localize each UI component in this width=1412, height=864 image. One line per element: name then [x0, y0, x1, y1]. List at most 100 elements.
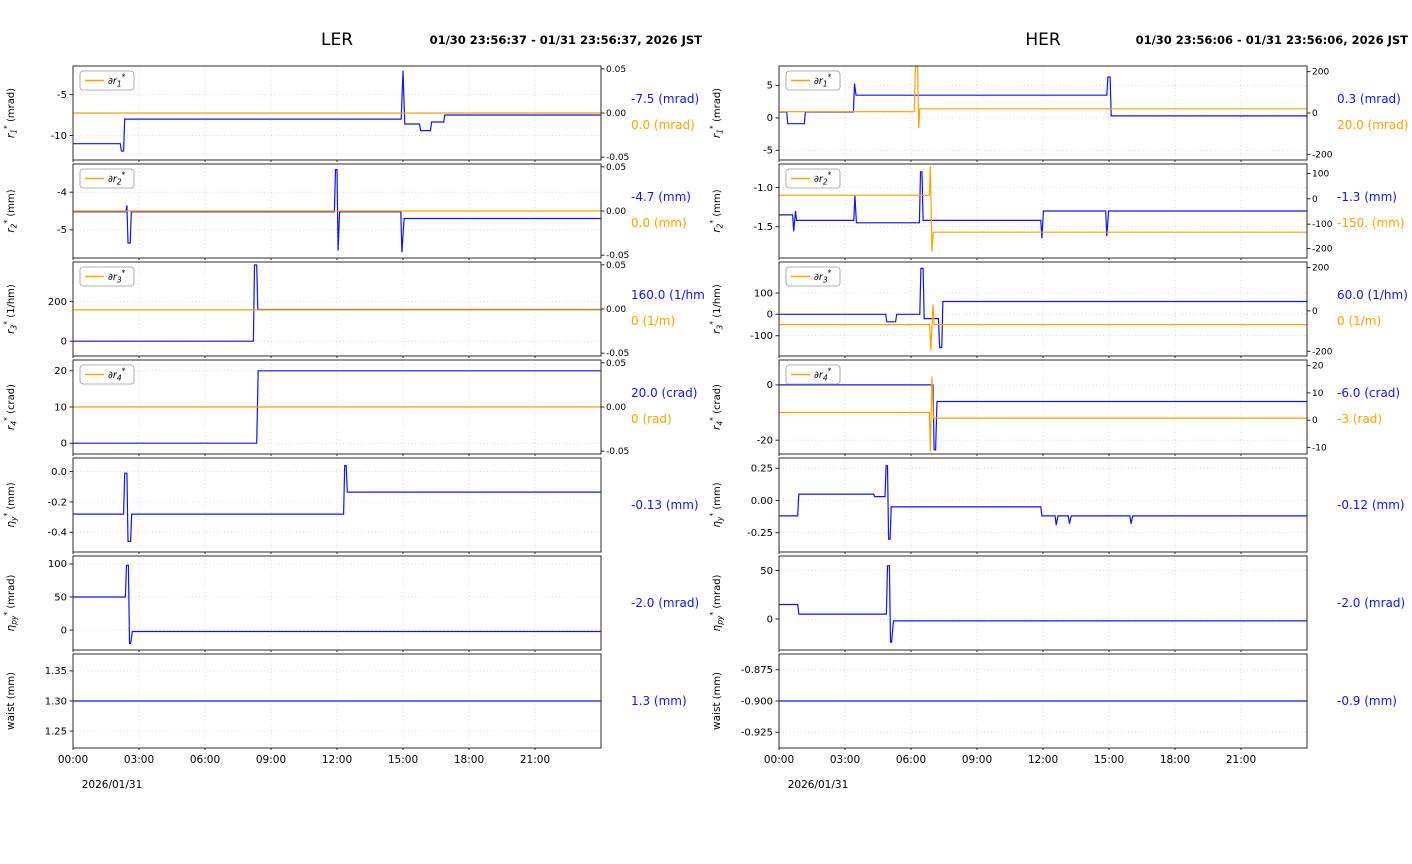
right-tick-label: 0.00 [606, 207, 626, 217]
y-tick-label: 100 [754, 288, 773, 299]
date-label: 2026/01/31 [82, 779, 143, 791]
x-tick-label: 12:00 [322, 754, 352, 766]
readout-value: 0 (rad) [631, 412, 672, 426]
y-axis-label: r2* (mm) [3, 189, 19, 232]
readout-value: 20.0 (mrad) [1337, 118, 1409, 132]
y-tick-label: 20 [54, 366, 67, 377]
x-tick-label: 03:00 [124, 754, 154, 766]
y-axis-label: r3* (1/hm) [709, 284, 725, 334]
legend-label: ∂r2* [108, 171, 126, 187]
x-tick-label: 12:00 [1028, 754, 1058, 766]
y-tick-label: -1.5 [753, 222, 773, 233]
readout-value: -1.3 (mm) [1337, 190, 1397, 204]
plots-container-ler: -5 -10 0.05 0.00 -0.05 r1* (mrad) ∂r1* -7.5 (mr… [0, 64, 707, 802]
right-tick-label: 0.05 [606, 163, 626, 173]
series-blue [779, 565, 1307, 643]
y-tick-label: -20 [757, 436, 773, 447]
panel-her: HER 01/30 23:56:06 - 01/31 23:56:06, 202… [706, 0, 1412, 864]
readout-value: 0 (1/m) [631, 314, 675, 328]
y-tick-label: -10 [51, 131, 67, 142]
readout-value: -4.7 (mm) [631, 190, 691, 204]
right-tick-label: 10 [1312, 389, 1324, 399]
y-tick-label: -4 [57, 188, 67, 199]
x-tick-label: 18:00 [454, 754, 484, 766]
date-label: 2026/01/31 [788, 779, 849, 791]
panel-timestamp: 01/30 23:56:06 - 01/31 23:56:06, 2026 JS… [1135, 33, 1408, 47]
x-tick-label: 09:00 [962, 754, 992, 766]
x-tick-label: 06:00 [896, 754, 926, 766]
y-axis-label: ηpy* (mrad) [709, 574, 725, 631]
y-axis-label: ηy* (mm) [3, 482, 19, 527]
y-tick-label: 50 [54, 592, 67, 603]
right-tick-label: -200 [1312, 245, 1333, 255]
legend-label: ∂r1* [814, 73, 832, 89]
x-tick-label: 21:00 [1226, 754, 1256, 766]
legend-label: ∂r4* [108, 367, 126, 383]
plot-her-5: 0.25 0.00 -0.25 ηy* (mm) -0.12 (mm) [709, 457, 1405, 554]
legend: ∂r2* [79, 168, 135, 189]
plots-container-her: 5 0 -5 200 0 -200 r1* (mrad) ∂r1* 0.3 (mrad) 20.0… [706, 64, 1412, 802]
panel-header: LER 01/30 23:56:37 - 01/31 23:56:37, 202… [0, 0, 706, 64]
y-tick-label: 0 [61, 625, 67, 636]
series-blue [73, 70, 601, 152]
right-tick-label: 0.00 [606, 109, 626, 119]
y-axis-label: r4* (crad) [709, 384, 725, 430]
right-tick-label: 200 [1312, 264, 1329, 274]
readout-value: 160.0 (1/hm) [631, 288, 706, 302]
y-tick-label: -5 [57, 225, 67, 236]
readout-value: -0.13 (mm) [631, 498, 699, 512]
y-tick-label: 1.35 [45, 666, 67, 677]
readout-value: 0 (1/m) [1337, 314, 1381, 328]
y-tick-label: 0 [61, 439, 67, 450]
readout-value: -0.9 (mm) [1337, 694, 1397, 708]
plot-ler-4: 20 10 0 0.05 0.00 -0.05 r4* (crad) ∂r4* 20.0 (cr… [3, 359, 697, 456]
plot-her-7: -0.875 -0.900 -0.925 waist (mm) -0.9 (mm) [711, 653, 1397, 750]
plot-her-2: -1.0 -1.5 100 0 -100 -200 r2* (mm) ∂r2* -1.3 (mm… [709, 163, 1405, 260]
y-tick-label: 0.25 [751, 464, 773, 475]
plot-ler-1: -5 -10 0.05 0.00 -0.05 r1* (mrad) ∂r1* -7.5 (mr… [3, 65, 699, 162]
x-tick-label: 06:00 [190, 754, 220, 766]
x-tick-label: 21:00 [520, 754, 550, 766]
right-tick-label: -10 [1312, 443, 1327, 453]
x-tick-label: 09:00 [256, 754, 286, 766]
right-tick-label: 0 [1312, 416, 1318, 426]
y-tick-label: 1.25 [45, 726, 67, 737]
series-blue [779, 267, 1307, 349]
legend: ∂r1* [785, 70, 841, 91]
y-tick-label: 0 [767, 380, 773, 391]
readout-value: -3 (rad) [1337, 412, 1382, 426]
right-tick-label: 0.00 [606, 305, 626, 315]
right-tick-label: -0.05 [606, 447, 629, 456]
legend: ∂r3* [785, 266, 841, 287]
y-tick-label: -0.900 [741, 696, 773, 707]
y-axis-label: ηpy* (mrad) [3, 574, 19, 631]
y-tick-label: -0.925 [741, 728, 773, 739]
x-tick-label: 00:00 [58, 754, 88, 766]
readout-value: 0.0 (mm) [631, 216, 687, 230]
y-tick-label: 0 [767, 310, 773, 321]
y-tick-label: -0.25 [747, 528, 773, 539]
series-blue [73, 465, 601, 543]
plot-her-1: 5 0 -5 200 0 -200 r1* (mrad) ∂r1* 0.3 (mrad) 20.0… [709, 65, 1409, 162]
right-tick-label: -100 [1312, 220, 1333, 230]
plot-ler-5: 0.0 -0.2 -0.4 ηy* (mm) -0.13 (mm) [3, 457, 699, 554]
right-tick-label: 0.05 [606, 359, 626, 369]
y-axis-label: r4* (crad) [3, 384, 19, 430]
x-tick-label: 00:00 [764, 754, 794, 766]
x-axis-her: 00:00 03:00 06:00 09:00 12:00 15:00 18:00 21:00… [764, 754, 1256, 791]
y-axis-label: r3* (1/hm) [3, 284, 19, 334]
right-tick-label: 0 [1312, 195, 1318, 205]
x-axis-ler: 00:00 03:00 06:00 09:00 12:00 15:00 18:00 21:00… [58, 754, 550, 791]
series-blue [73, 168, 601, 253]
y-axis-label: r1* (mrad) [709, 88, 725, 138]
legend: ∂r2* [785, 168, 841, 189]
series-blue [779, 76, 1307, 125]
series-blue [779, 384, 1307, 451]
panel-header: HER 01/30 23:56:06 - 01/31 23:56:06, 202… [706, 0, 1412, 64]
series-orange [779, 304, 1307, 351]
y-tick-label: 200 [48, 297, 67, 308]
series-blue [779, 171, 1307, 239]
x-tick-label: 03:00 [830, 754, 860, 766]
plot-ler-2: -4 -5 0.05 0.00 -0.05 r2* (mm) ∂r2* -4.7 (mm) 0.… [3, 163, 691, 260]
